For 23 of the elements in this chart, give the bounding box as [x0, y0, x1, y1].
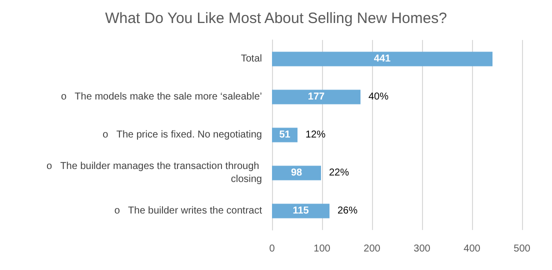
data-label: 441 [374, 54, 392, 64]
y-tick-label: o The price is fixed. No negotiating [102, 130, 262, 140]
chart-title: What Do You Like Most About Selling New Homes? [105, 10, 447, 27]
annotation: 22% [329, 168, 350, 178]
y-tick-label: o The builder writes the contract [114, 206, 262, 216]
y-tick-label: o The models make the sale more ‘saleable’ [60, 92, 262, 102]
data-label: 115 [292, 206, 310, 216]
annotation: 26% [338, 206, 358, 216]
bar [272, 90, 360, 104]
x-tick-label: 0 [269, 244, 276, 254]
data-label: 177 [308, 92, 326, 102]
x-tick-label: 300 [414, 244, 431, 254]
data-label: 51 [279, 130, 291, 140]
annotation: 40% [368, 92, 389, 102]
annotation: 12% [306, 130, 326, 140]
x-tick-label: 500 [514, 244, 531, 254]
x-tick-label: 400 [464, 244, 481, 254]
x-tick-label: 100 [314, 244, 331, 254]
data-label: 98 [290, 168, 302, 178]
y-tick-label: Total [240, 54, 262, 64]
bar [272, 52, 492, 66]
y-tick-label: o The builder manages the transaction through closing [46, 161, 262, 185]
x-tick-label: 200 [364, 244, 381, 254]
